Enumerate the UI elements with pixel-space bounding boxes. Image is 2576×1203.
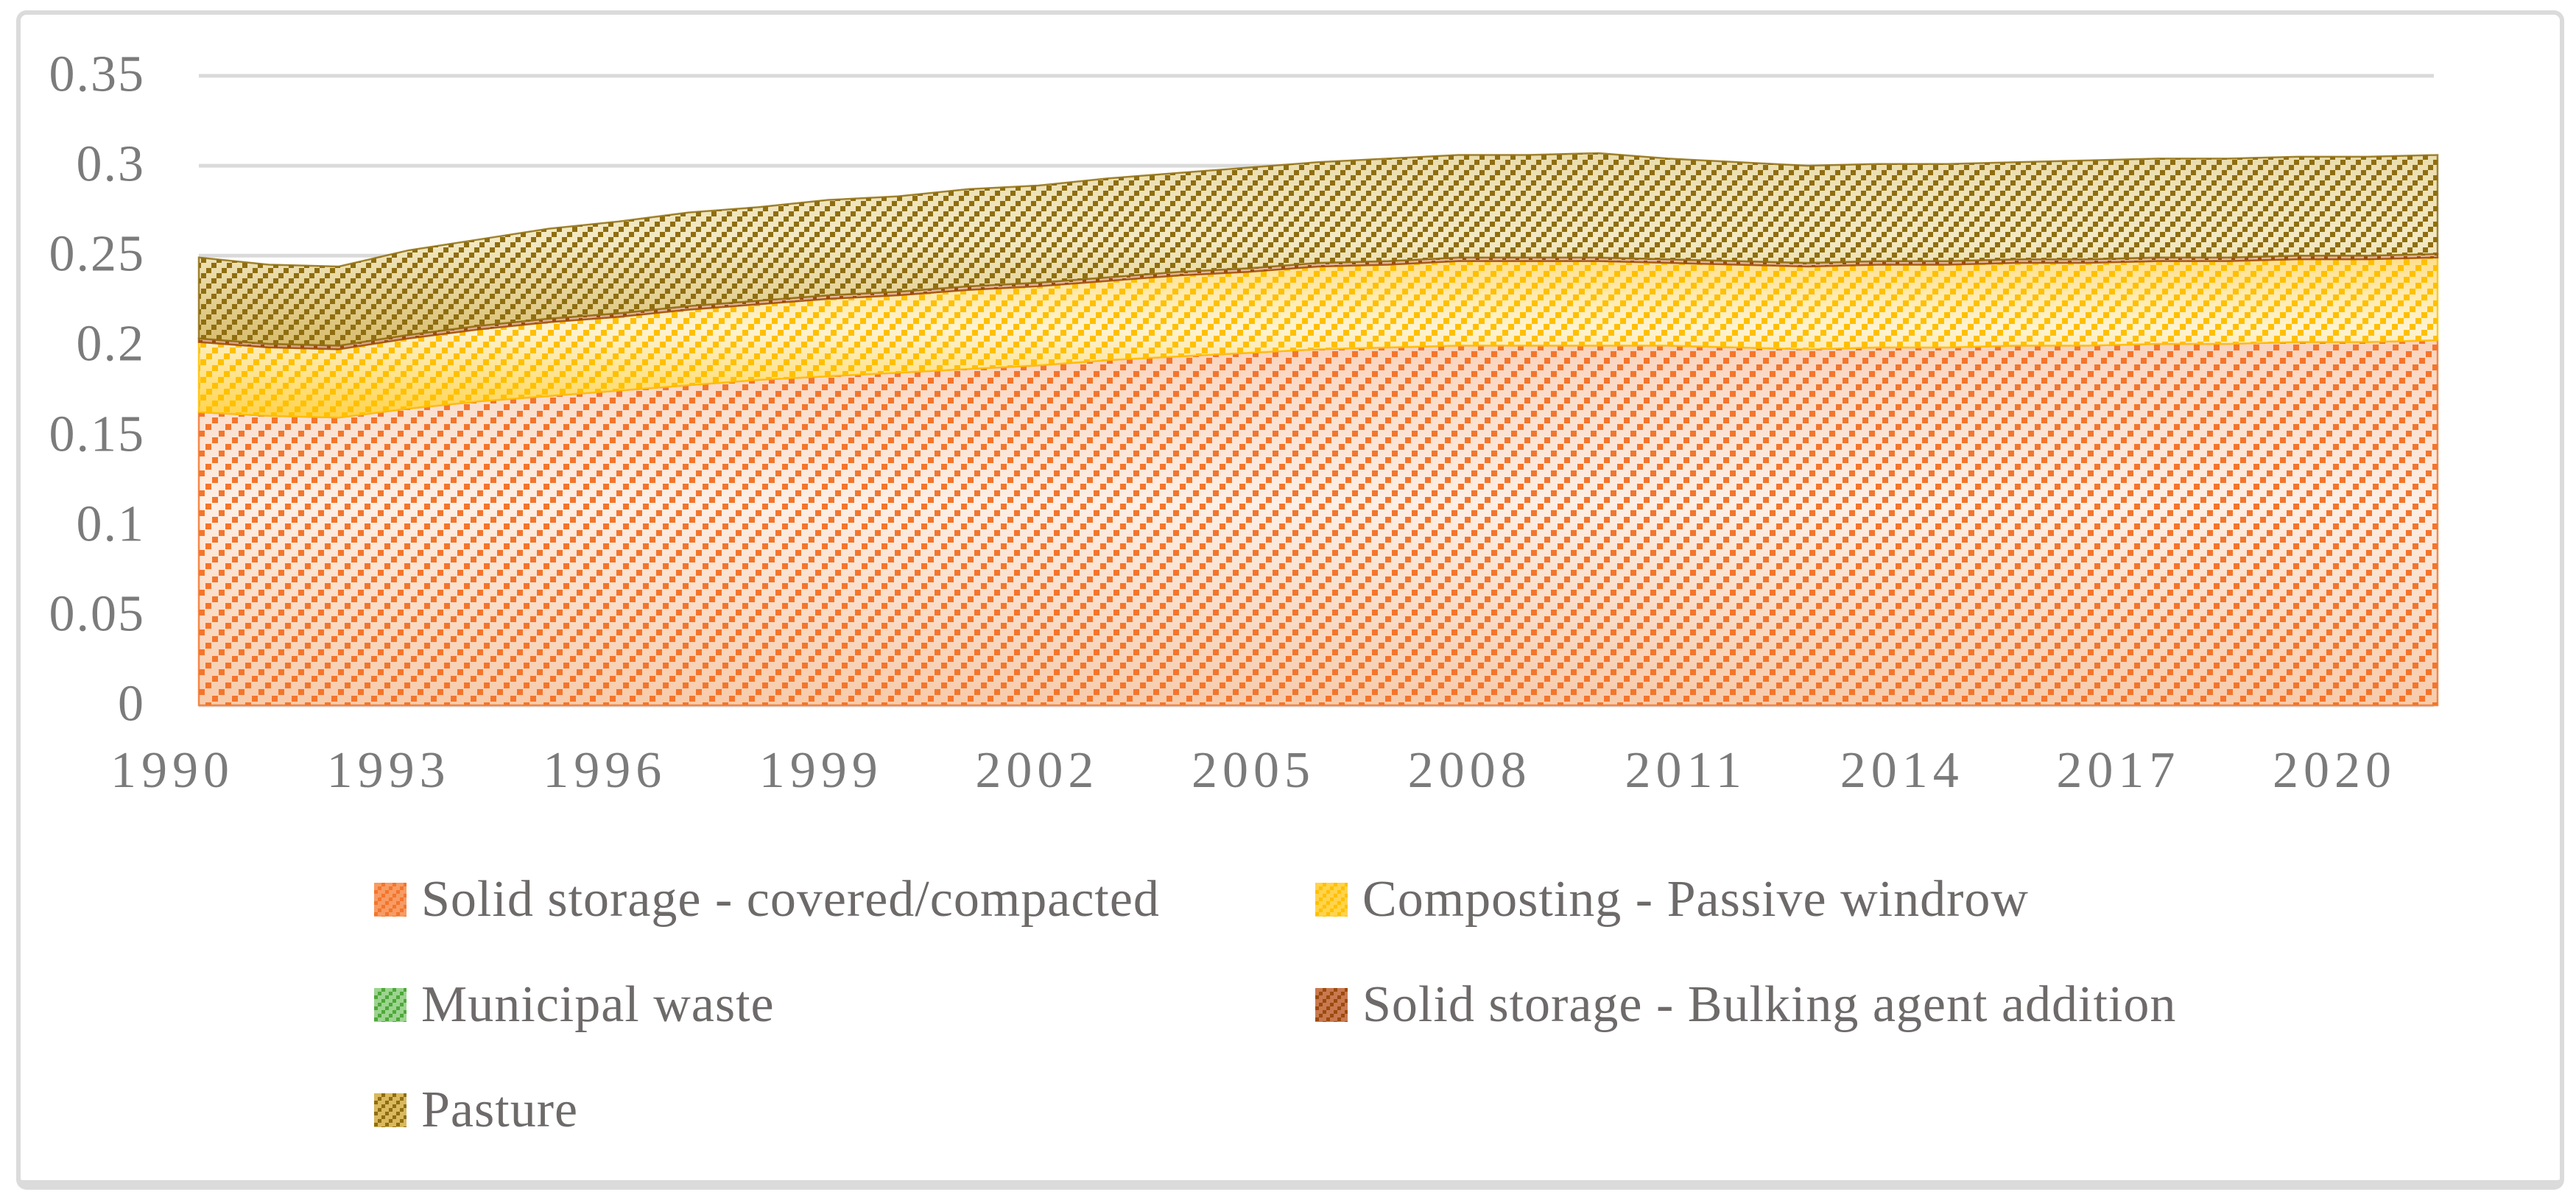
legend-swatch-icon bbox=[1315, 988, 1348, 1022]
x-tick-label: 1993 bbox=[326, 742, 451, 799]
x-tick-label: 2005 bbox=[1192, 742, 1315, 799]
x-tick-label: 1999 bbox=[759, 742, 883, 799]
area-band-hatch-4 bbox=[197, 152, 2439, 347]
y-tick-label: 0.2 bbox=[76, 316, 145, 373]
x-tick-label: 2014 bbox=[1840, 742, 1964, 799]
x-tick-label: 2002 bbox=[975, 742, 1099, 799]
y-tick-label: 0.35 bbox=[49, 46, 145, 103]
y-tick-label: 0.25 bbox=[49, 225, 145, 283]
legend-label: Composting - Passive windrow bbox=[1362, 871, 2029, 928]
x-tick-label: 1990 bbox=[110, 742, 234, 799]
x-tick-label: 2011 bbox=[1625, 742, 1747, 799]
y-tick-label: 0.15 bbox=[49, 406, 145, 463]
x-tick-label: 1996 bbox=[543, 742, 667, 799]
legend-item: Solid storage - Bulking agent addition bbox=[1315, 979, 2176, 1031]
legend-item: Solid storage - covered/compacted bbox=[374, 874, 1160, 925]
y-tick-label: 0.3 bbox=[76, 135, 145, 193]
x-tick-label: 2020 bbox=[2273, 742, 2396, 799]
legend-label: Pasture bbox=[421, 1082, 579, 1138]
x-tick-label: 2008 bbox=[1407, 742, 1532, 799]
legend-label: Municipal waste bbox=[421, 976, 775, 1033]
legend-label: Solid storage - covered/compacted bbox=[421, 871, 1160, 928]
legend-item: Pasture bbox=[374, 1084, 578, 1136]
legend-swatch-icon bbox=[374, 1093, 407, 1127]
y-tick-label: 0.1 bbox=[76, 495, 145, 553]
legend-swatch-icon bbox=[374, 883, 407, 917]
y-tick-label: 0.05 bbox=[49, 585, 145, 643]
legend-item: Municipal waste bbox=[374, 979, 775, 1031]
y-tick-label: 0 bbox=[118, 675, 145, 733]
legend-label: Solid storage - Bulking agent addition bbox=[1362, 976, 2177, 1033]
legend-item: Composting - Passive windrow bbox=[1315, 874, 2029, 925]
legend-swatch-icon bbox=[1315, 883, 1348, 917]
x-tick-label: 2017 bbox=[2056, 742, 2181, 799]
legend-swatch-icon bbox=[374, 988, 407, 1022]
